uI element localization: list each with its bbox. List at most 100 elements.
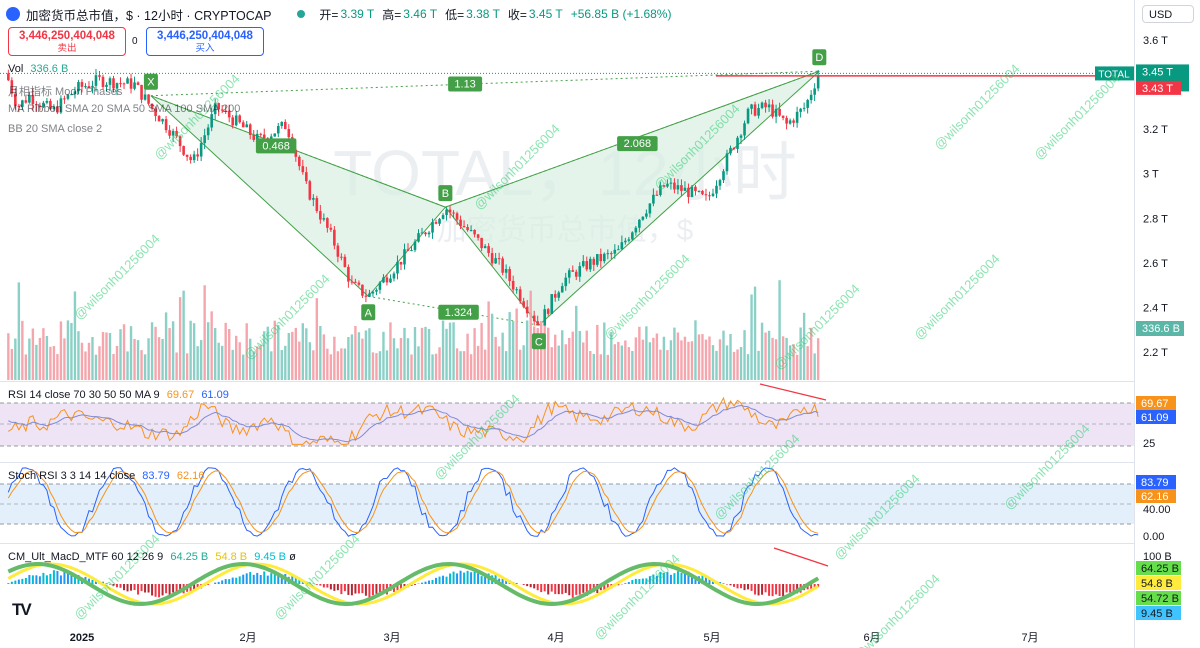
candle-body: [133, 82, 136, 89]
candle-body: [241, 122, 245, 128]
macd-value-label: 54.72 B: [1141, 593, 1179, 605]
low-value: 3.38 T: [466, 7, 500, 21]
rsi-legend[interactable]: RSI 14 close 70 30 50 50 MA 9 69.67 61.0…: [8, 389, 229, 401]
candle-body: [136, 82, 140, 85]
macd-histogram-bar: [740, 584, 743, 589]
time-axis: 2025 2月 3月 4月 5月 6月 7月: [70, 632, 1039, 644]
candle-body: [80, 82, 84, 87]
macd-histogram-bar: [435, 577, 438, 584]
volume-bar: [298, 341, 301, 380]
candle-body: [736, 137, 739, 149]
candle-body: [480, 237, 483, 249]
ma-ribbon-legend[interactable]: MA Ribbon SMA 20 SMA 50 SMA 100 SMA 200: [8, 103, 241, 115]
volume-bar: [157, 337, 161, 380]
volume-bar: [115, 345, 119, 380]
rsi-ma-value: 61.09: [201, 389, 229, 401]
volume-bar: [767, 330, 771, 380]
candle-body: [31, 94, 35, 105]
rsi-label: RSI 14 close 70 30 50 50 MA 9: [8, 389, 160, 401]
volume-bar: [77, 331, 80, 380]
volume-bar: [10, 348, 14, 380]
volume-bar: [648, 342, 652, 380]
macd-histogram-bar: [112, 584, 115, 586]
macd-legend[interactable]: CM_Ult_MacD_MTF 60 12 26 9 64.25 B 54.8 …: [8, 551, 296, 563]
candle-body: [10, 80, 14, 94]
stoch-legend[interactable]: Stoch RSI 3 3 14 14 close 83.79 62.16: [8, 470, 204, 482]
candle-body: [301, 166, 305, 173]
rsi-ma-tag: [1136, 410, 1176, 424]
macd-histogram-bar: [56, 570, 59, 584]
candle-body: [536, 321, 539, 325]
moon-phases-legend[interactable]: 月相指标 Moon Phases: [8, 86, 123, 98]
macd-histogram-bar: [123, 584, 126, 591]
macd-histogram-bar: [743, 584, 746, 591]
candle-body: [24, 100, 28, 103]
volume-bar: [31, 328, 35, 380]
harmonic-point-marker: [361, 304, 376, 321]
volume-bar: [17, 282, 21, 380]
last-price-name: TOTAL: [1098, 69, 1130, 80]
candle-body: [546, 309, 550, 314]
candle-body: [473, 229, 476, 235]
sell-button[interactable]: 3,446,250,404,048 卖出: [8, 27, 126, 56]
volume-bar: [476, 345, 480, 380]
volume-bar: [571, 331, 574, 380]
candle-body: [52, 106, 56, 110]
macd-histogram-bar: [652, 574, 655, 584]
candle-body: [553, 294, 557, 298]
candle-body: [722, 171, 725, 181]
macd-value-tag: [1136, 591, 1181, 605]
candle-body: [669, 182, 673, 184]
harmonic-ratio-box: [617, 136, 658, 152]
candle-body: [350, 281, 354, 283]
volume-bar: [70, 322, 73, 380]
macd-histogram-bar: [144, 584, 147, 593]
candle-body: [364, 295, 368, 297]
time-axis-tick: 7月: [1021, 632, 1038, 644]
macd-histogram-bar: [158, 584, 161, 598]
candle-body: [574, 271, 578, 277]
macd-histogram-bar: [540, 584, 543, 593]
volume-bar: [603, 322, 606, 380]
currency-selector[interactable]: USD: [1142, 5, 1194, 23]
candle-body: [466, 226, 469, 231]
candle-body: [760, 102, 764, 109]
macd-histogram-bar: [45, 575, 48, 584]
price-axis-tick: 3 T: [1143, 169, 1159, 181]
candle-body: [143, 94, 147, 100]
candle-body: [375, 289, 378, 292]
candle-body: [606, 253, 610, 255]
candle-body: [532, 315, 536, 322]
macd-histogram-bar: [466, 570, 469, 584]
candle-body: [708, 195, 711, 197]
volume-legend[interactable]: Vol 336.6 B: [8, 63, 68, 75]
harmonic-ratio: 0.468: [255, 138, 297, 154]
volume-bar: [192, 323, 196, 380]
buy-button[interactable]: 3,446,250,404,048 买入: [146, 27, 264, 56]
volume-bar: [270, 351, 273, 380]
candle-body: [206, 127, 210, 136]
volume-bar: [525, 320, 529, 380]
macd-histogram-bar: [165, 584, 168, 594]
candle-body: [781, 115, 785, 118]
macd-histogram-bar: [561, 584, 564, 595]
volume-bar: [312, 350, 315, 380]
candle-body: [645, 213, 648, 217]
candle-body: [694, 186, 697, 192]
candle-body: [403, 249, 406, 265]
macd-histogram-bar: [382, 584, 385, 593]
candle-body: [63, 98, 66, 100]
macd-histogram-bar: [687, 571, 690, 584]
macd-histogram-bar: [421, 582, 424, 584]
candle-body: [343, 256, 347, 267]
rsi-value-tag: [1136, 396, 1176, 410]
candle-body: [129, 78, 133, 89]
macd-histogram-bar: [445, 576, 448, 584]
macd-histogram-bar: [526, 584, 529, 587]
volume-bar: [676, 332, 680, 380]
volume-bar: [459, 351, 462, 380]
bollinger-legend[interactable]: BB 20 SMA close 2: [8, 123, 103, 135]
macd-histogram-bar: [690, 575, 693, 584]
handle-watermark: @wilsonh01256004: [1031, 71, 1123, 163]
